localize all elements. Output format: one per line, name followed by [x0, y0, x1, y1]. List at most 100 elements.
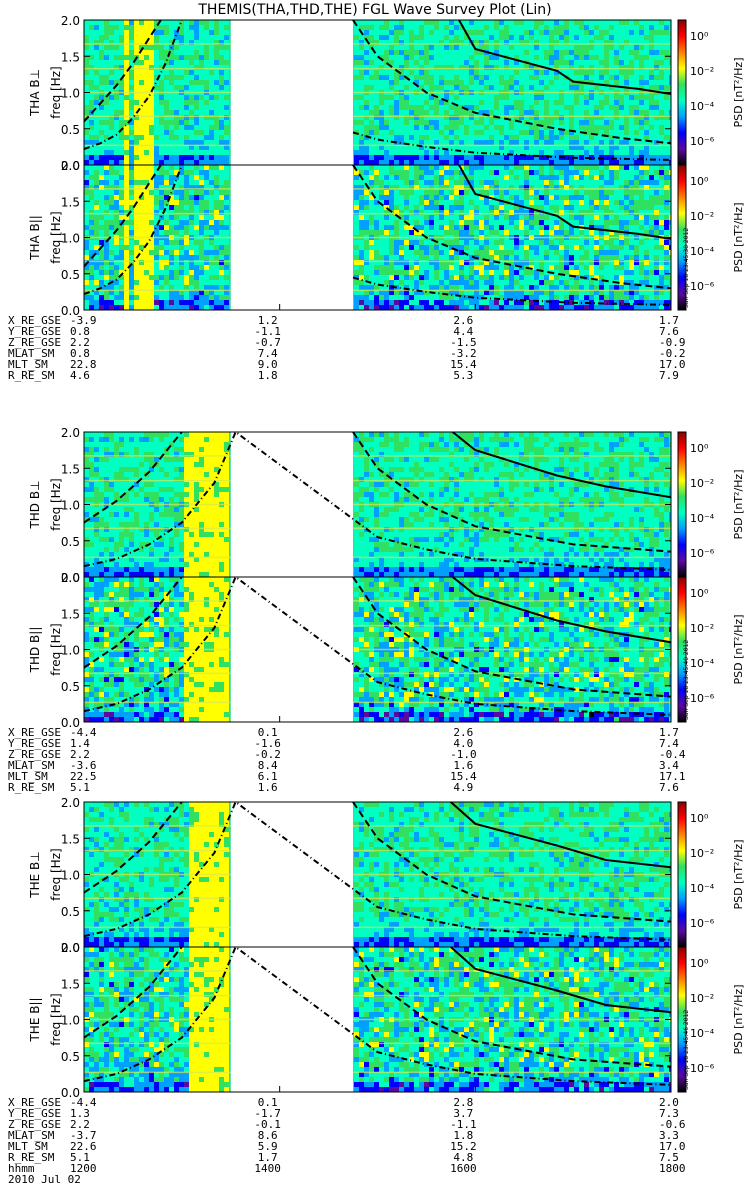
curve-dashed-the-0	[84, 802, 671, 923]
curve-dashed-thd-1	[84, 577, 671, 698]
ephemeris-value: 7.4	[258, 347, 278, 360]
y-tick-label: 2.0	[61, 796, 80, 810]
colorbar	[677, 431, 687, 578]
spectrogram-panel-the-bperp	[84, 802, 671, 947]
y-tick-label: 0.0	[61, 159, 80, 173]
ephemeris-label: R_RE_SM	[8, 369, 55, 382]
y-axis-label: freq [Hz]	[49, 848, 63, 900]
ephemeris-value: 8.4	[258, 759, 278, 772]
y-tick-label: 0.5	[61, 535, 80, 549]
ephemeris-value: 7.6	[659, 781, 679, 794]
ephemeris-value: -1.0	[450, 748, 477, 761]
ephemeris-value: 2.2	[70, 748, 90, 761]
ephemeris-value: 15.4	[450, 770, 477, 783]
y-tick-label: 1.0	[61, 644, 80, 658]
colorbar-tick-label: 10⁻²	[690, 622, 714, 635]
ephemeris-value: 17.1	[659, 770, 686, 783]
colorbar-label: PSD [nT²/Hz]	[732, 469, 745, 539]
ephemeris-label: Y_RE_GSE	[8, 1107, 61, 1120]
colorbar-label: PSD [nT²/Hz]	[732, 984, 745, 1054]
y-tick-label: 0.5	[61, 905, 80, 919]
ephemeris-value: 3.4	[659, 759, 679, 772]
ephemeris-value: 1.8	[453, 1129, 473, 1142]
time-axis-label: hhmm	[8, 1162, 35, 1175]
ephemeris-value: 1.7	[659, 314, 679, 327]
colorbar-tick-label: 10⁻⁴	[690, 512, 715, 525]
colorbar-tick-label: 10⁻⁴	[690, 1027, 715, 1040]
y-tick-label: 1.5	[61, 607, 80, 621]
y-tick-label: 2.0	[61, 14, 80, 28]
ephemeris-value: 1.7	[659, 726, 679, 739]
ephemeris-value: 22.5	[70, 770, 97, 783]
ephemeris-value: 4.9	[453, 781, 473, 794]
ephemeris-value: 8.6	[258, 1129, 278, 1142]
ephemeris-value: 3.3	[659, 1129, 679, 1142]
y-tick-label: 1.5	[61, 462, 80, 476]
ephemeris-label: MLT_SM	[8, 770, 48, 783]
time-tick-label: 1600	[450, 1162, 477, 1175]
ephemeris-value: 5.1	[70, 781, 90, 794]
plot-timestamp: Sun Sep 18 23:45:38 2012	[683, 228, 690, 308]
colorbar-tick-label: 10⁻⁴	[690, 657, 715, 670]
curve-dashdot-tha-0	[84, 20, 671, 161]
ephemeris-value: -0.7	[254, 336, 281, 349]
colorbar-tick-label: 10⁻²	[690, 847, 714, 860]
y-tick-label: 2.0	[61, 941, 80, 955]
ephemeris-value: 22.8	[70, 358, 97, 371]
y-tick-label: 0.5	[61, 123, 80, 137]
colorbar-tick-label: 10⁰	[690, 957, 709, 970]
ephemeris-value: 5.1	[70, 1151, 90, 1164]
ephemeris-label: Y_RE_GSE	[8, 737, 61, 750]
ephemeris-label: X_RE_GSE	[8, 1096, 61, 1109]
ephemeris-value: 17.0	[659, 358, 686, 371]
colorbar	[677, 801, 687, 948]
curve-dashdot-thd-0	[84, 432, 671, 571]
ephemeris-value: -0.2	[659, 347, 686, 360]
curve-dashed-tha-0	[84, 20, 671, 145]
ephemeris-value: 5.3	[453, 369, 473, 382]
colorbar	[677, 19, 687, 166]
ephemeris-value: -3.9	[70, 314, 97, 327]
ephemeris-value: 1.6	[258, 781, 278, 794]
y-tick-label: 1.5	[61, 977, 80, 991]
colorbar-tick-label: 10⁻²	[690, 210, 714, 223]
ephemeris-value: -0.4	[659, 748, 686, 761]
ephemeris-value: 6.1	[258, 770, 278, 783]
plot-timestamp: Sun Sep 18 23:45:40 2012	[683, 640, 690, 720]
ephemeris-value: -1.1	[254, 325, 281, 338]
colorbar-tick-label: 10⁰	[690, 175, 709, 188]
colorbar-label: PSD [nT²/Hz]	[732, 57, 745, 127]
ephemeris-value: -3.7	[70, 1129, 97, 1142]
y-tick-label: 0.0	[61, 571, 80, 585]
y-tick-label: 1.5	[61, 195, 80, 209]
chart-title: THEMIS(THA,THD,THE) FGL Wave Survey Plot…	[198, 2, 552, 18]
ephemeris-value: -1.6	[254, 737, 281, 750]
colorbar-label: PSD [nT²/Hz]	[732, 202, 745, 272]
y-tick-label: 2.0	[61, 571, 80, 585]
y-tick-label: 0.0	[61, 304, 80, 318]
ephemeris-value: -4.4	[70, 1096, 97, 1109]
y-axis-label: freq [Hz]	[49, 623, 63, 675]
colorbar-tick-label: 10⁻⁶	[690, 547, 715, 560]
ephemeris-value: 22.6	[70, 1140, 97, 1153]
ephemeris-value: 3.7	[453, 1107, 473, 1120]
curve-dashed-the-1	[84, 947, 671, 1068]
ephemeris-value: 0.8	[70, 347, 90, 360]
ephemeris-value: 1.4	[70, 737, 90, 750]
spectrogram-panel-thd-bpar	[84, 577, 671, 722]
ephemeris-value: 1.3	[70, 1107, 90, 1120]
ephemeris-value: -1.5	[450, 336, 477, 349]
panel-label: THE B⊥	[28, 851, 42, 898]
panel-label: THD B||	[28, 627, 42, 674]
ephemeris-value: -0.6	[659, 1118, 686, 1131]
date-label: 2010 Jul 02	[8, 1173, 81, 1186]
colorbar-tick-label: 10⁻⁶	[690, 917, 715, 930]
y-tick-label: 0.5	[61, 680, 80, 694]
y-tick-label: 0.5	[61, 268, 80, 282]
y-tick-label: 1.5	[61, 50, 80, 64]
ephemeris-value: 2.0	[659, 1096, 679, 1109]
colorbar-tick-label: 10⁻²	[690, 477, 714, 490]
colorbar-tick-label: 10⁰	[690, 812, 709, 825]
ephemeris-label: X_RE_GSE	[8, 726, 61, 739]
